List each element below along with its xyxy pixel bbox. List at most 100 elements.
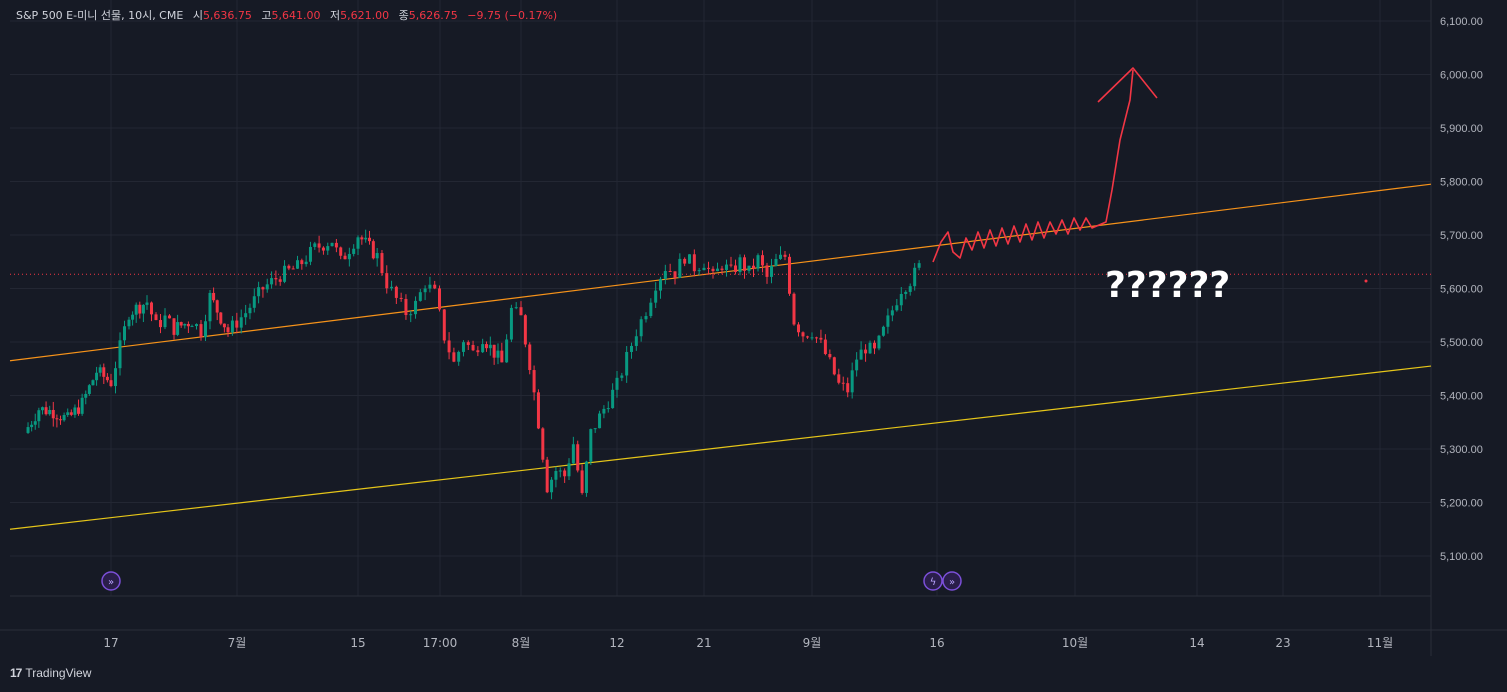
candle-body (278, 279, 282, 282)
chart-legend: S&P 500 E-미니 선물, 10시, CME 시5,636.75 고5,6… (16, 7, 557, 23)
candle-body (219, 312, 223, 324)
candle-body (734, 265, 737, 272)
candle-body (330, 242, 334, 247)
candle-body (738, 257, 742, 272)
candle-body (496, 350, 500, 358)
candle-body (399, 297, 403, 299)
candle-body (134, 304, 138, 315)
candle-body (514, 307, 518, 309)
candle-body (859, 349, 863, 360)
candle-body (172, 318, 176, 335)
candle-body (625, 351, 629, 376)
candle-body (296, 260, 299, 269)
candle-body (91, 380, 95, 386)
candle-body (179, 322, 183, 326)
candle-body (873, 342, 876, 349)
candle-body (44, 407, 48, 415)
candle-body (356, 237, 360, 249)
candle-body (519, 307, 523, 316)
candle-body (77, 407, 81, 414)
candle-body (375, 253, 379, 259)
projection-zigzag (932, 69, 1134, 263)
candle-body (212, 292, 216, 301)
hand-drawn-projection[interactable] (932, 67, 1158, 263)
candle-body (291, 268, 295, 270)
candle-body (576, 444, 580, 471)
candle-body (131, 314, 135, 320)
footer-brand[interactable]: 17 TradingView (10, 666, 91, 680)
candle-body (265, 284, 269, 290)
candle-body (418, 292, 422, 301)
candle-body (558, 470, 562, 472)
candle-body (466, 342, 470, 345)
candle-body (423, 288, 427, 293)
candle-body (752, 265, 755, 269)
candle-body (141, 304, 145, 314)
candle-body (567, 463, 571, 477)
trendline[interactable] (9, 183, 1432, 362)
earnings-marker[interactable]: ϟ (923, 571, 943, 591)
candle-body (806, 336, 809, 338)
candle-body (321, 247, 325, 251)
candle-body (109, 380, 113, 387)
candle-body (899, 293, 903, 306)
candle-body (634, 336, 638, 346)
candle-body (492, 344, 496, 358)
price-axis[interactable]: 6,100.00 6,000.00 5,900.00 5,800.00 5,700.00… (1440, 16, 1483, 563)
candle-body (239, 317, 243, 328)
candle-body (761, 255, 764, 266)
candle-body (620, 375, 624, 378)
candle-body (692, 254, 696, 272)
candle-body (488, 344, 492, 349)
dividend-marker[interactable]: » (942, 571, 962, 591)
candle-body (452, 352, 456, 362)
candle-body (404, 298, 408, 316)
candle-body (150, 302, 153, 315)
open-label: 시 (192, 9, 203, 22)
candle-body (51, 409, 55, 419)
candle-body (868, 342, 872, 354)
candle-body (257, 287, 261, 297)
candle-body (66, 412, 70, 415)
candle-body (725, 264, 728, 270)
candle-body (837, 374, 841, 383)
candle-body (199, 324, 203, 338)
candle-body (810, 337, 814, 339)
candle-body (471, 344, 475, 351)
trendline[interactable] (9, 365, 1432, 530)
candle-body (779, 254, 782, 259)
candle-body (308, 246, 312, 262)
time-axis[interactable]: 17 7월 15 17:00 8월 12 21 9월 16 10월 14 23 11월 (103, 636, 1393, 650)
candle-body (747, 265, 751, 271)
event-markers[interactable]: » ϟ » (101, 571, 962, 591)
candle-body (908, 286, 912, 292)
candle-body (84, 393, 88, 398)
time-tick-label: 10월 (1062, 636, 1088, 650)
candle-body (765, 265, 769, 277)
svg-text:ϟ: ϟ (930, 577, 937, 588)
candle-body (138, 304, 142, 314)
price-tick-label: 5,600.00 (1440, 284, 1483, 296)
dividend-marker[interactable]: » (101, 571, 121, 591)
candle-body (729, 264, 733, 266)
high-label: 고 (261, 9, 272, 22)
symbol-title[interactable]: S&P 500 E-미니 선물, 10시, CME (16, 9, 184, 22)
candle-body (505, 339, 509, 363)
trendlines[interactable] (9, 183, 1432, 530)
candle-body (235, 320, 239, 328)
candle-body (654, 290, 658, 303)
time-tick-label: 8월 (512, 636, 531, 650)
candle-body (774, 258, 778, 267)
high-value: 5,641.00 (271, 9, 321, 22)
candle-body (711, 268, 715, 272)
question-annotation[interactable]: ?????? (1105, 265, 1231, 306)
candle-body (678, 258, 682, 278)
candle-body (481, 344, 485, 353)
grid-lines (10, 0, 1431, 596)
candle-body (630, 345, 633, 352)
candle-body (339, 247, 343, 256)
candle-body (615, 377, 619, 390)
candle-body (195, 324, 198, 327)
time-tick-label: 9월 (803, 636, 822, 650)
